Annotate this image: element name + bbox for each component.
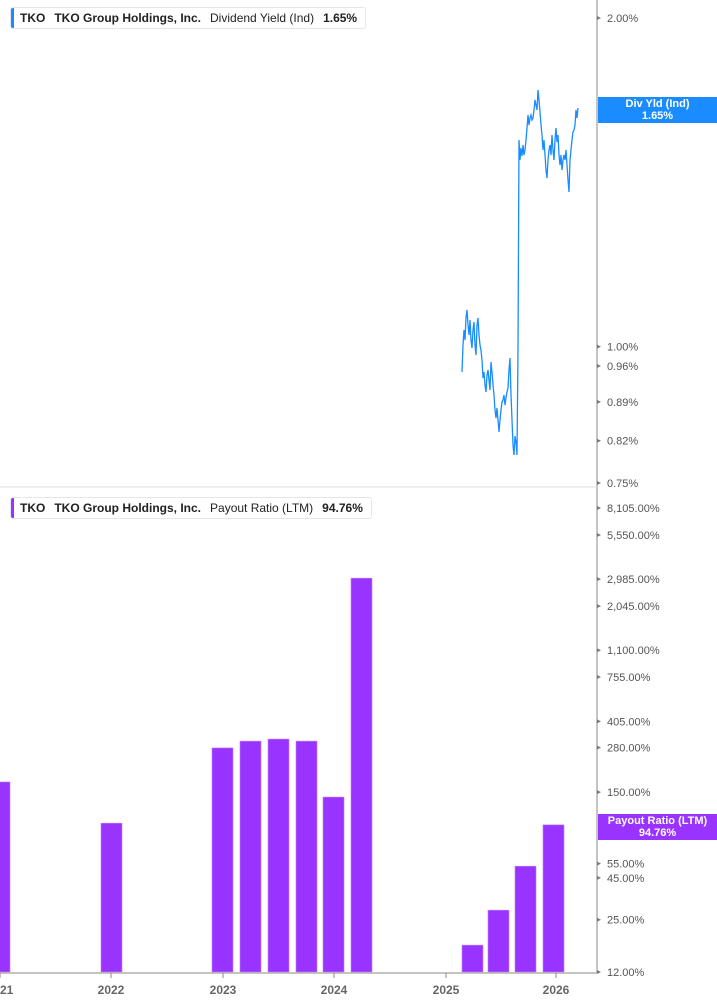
y-tick-label: 1.00%: [607, 342, 638, 354]
flag-value: 94.76%: [638, 827, 677, 839]
y-axis-ticks: 8,105.00% 5,550.00% 2,985.00% 2,045.00% 1,10…: [597, 503, 660, 979]
y-tick-label: 2,045.00%: [607, 601, 660, 613]
payout-ratio-bar[interactable]: [100, 822, 123, 973]
legend-metric: Payout Ratio (LTM): [210, 501, 314, 515]
flag-label: Payout Ratio (LTM): [607, 815, 708, 827]
tick-mark: [597, 344, 601, 349]
x-tick-label: 2023: [210, 983, 237, 997]
tick-mark: [597, 16, 601, 20]
y-tick-label: 45.00%: [607, 873, 645, 885]
legend-value: 94.76%: [322, 501, 363, 515]
tick-mark: [597, 648, 601, 653]
payout-ratio-bar[interactable]: [461, 944, 484, 973]
tick-mark: [597, 438, 601, 443]
legend-color-bar: [11, 498, 14, 518]
payout-ratio-bar[interactable]: [514, 865, 537, 973]
y-tick-label: 12.00%: [607, 967, 645, 979]
dividend-yield-legend[interactable]: TKO TKO Group Holdings, Inc. Dividend Yi…: [10, 7, 367, 29]
legend-company: TKO Group Holdings, Inc.: [54, 11, 202, 25]
tick-mark: [597, 604, 601, 609]
x-tick-label: 2024: [321, 983, 348, 997]
payout-ratio-bar[interactable]: [267, 738, 290, 973]
dividend-yield-pane: 2.00% 1.00% 0.96% 0.89% 0.82% 0.75% TKO TKO G…: [0, 0, 717, 488]
flag-value: 1.65%: [641, 110, 674, 122]
y-tick-label: 1,100.00%: [607, 645, 660, 657]
y-tick-label: 2.00%: [607, 13, 638, 25]
y-tick-label: 150.00%: [607, 787, 651, 799]
y-tick-label: 0.96%: [607, 361, 638, 373]
tick-mark: [597, 790, 601, 795]
payout-ratio-bar[interactable]: [0, 781, 11, 973]
tick-mark: [597, 481, 601, 485]
payout-ratio-chart: 8,105.00% 5,550.00% 2,985.00% 2,045.00% 1,10…: [0, 488, 660, 997]
payout-ratio-bars: [0, 577, 565, 973]
y-tick-label: 0.82%: [607, 436, 638, 448]
dividend-yield-chart: 2.00% 1.00% 0.96% 0.89% 0.82% 0.75%: [0, 0, 638, 488]
tick-mark: [597, 532, 601, 537]
dividend-yield-line: [461, 89, 579, 456]
payout-ratio-bar[interactable]: [350, 577, 373, 973]
y-tick-label: 0.75%: [607, 478, 638, 488]
tick-mark: [597, 363, 601, 368]
tick-mark: [597, 577, 601, 582]
payout-ratio-bar[interactable]: [487, 909, 510, 973]
y-tick-label: 405.00%: [607, 716, 651, 728]
payout-ratio-legend[interactable]: TKO TKO Group Holdings, Inc. Payout Rati…: [10, 497, 372, 519]
payout-ratio-bar[interactable]: [211, 747, 234, 973]
y-axis-ticks: 2.00% 1.00% 0.96% 0.89% 0.82% 0.75%: [597, 13, 638, 488]
tick-mark: [597, 675, 601, 680]
tick-mark: [597, 875, 601, 880]
tick-mark: [597, 917, 601, 922]
x-tick-label: 2022: [98, 983, 125, 997]
tick-mark: [597, 970, 601, 974]
legend-company: TKO Group Holdings, Inc.: [54, 501, 202, 515]
payout-ratio-bar[interactable]: [542, 824, 565, 973]
legend-ticker: TKO: [20, 501, 46, 515]
y-tick-label: 0.89%: [607, 397, 638, 409]
x-tick-label: 21: [0, 983, 14, 997]
tick-mark: [597, 745, 601, 750]
y-tick-label: 2,985.00%: [607, 574, 660, 586]
dividend-yield-price-flag: Div Yld (Ind) 1.65%: [598, 97, 717, 123]
payout-ratio-price-flag: Payout Ratio (LTM) 94.76%: [598, 814, 717, 840]
y-tick-label: 5,550.00%: [607, 530, 660, 542]
payout-ratio-bar[interactable]: [295, 740, 318, 973]
payout-ratio-bar[interactable]: [239, 740, 262, 973]
y-tick-label: 55.00%: [607, 859, 645, 871]
x-tick-label: 2025: [433, 983, 460, 997]
y-tick-label: 280.00%: [607, 743, 651, 755]
payout-ratio-pane: 8,105.00% 5,550.00% 2,985.00% 2,045.00% 1,10…: [0, 488, 717, 1005]
x-tick-label: 2026: [543, 983, 570, 997]
tick-mark: [597, 861, 601, 866]
flag-label: Div Yld (Ind): [625, 98, 690, 110]
x-axis-ticks: 21 2022 2023 2024 2025 2026: [0, 973, 570, 997]
payout-ratio-bar[interactable]: [322, 796, 345, 973]
legend-ticker: TKO: [20, 11, 46, 25]
y-tick-label: 25.00%: [607, 915, 645, 927]
tick-mark: [597, 506, 601, 510]
legend-metric: Dividend Yield (Ind): [210, 11, 315, 25]
legend-value: 1.65%: [323, 11, 358, 25]
legend-color-bar: [11, 8, 14, 28]
y-tick-label: 8,105.00%: [607, 503, 660, 515]
tick-mark: [597, 719, 601, 724]
y-tick-label: 755.00%: [607, 672, 651, 684]
tick-mark: [597, 399, 601, 404]
